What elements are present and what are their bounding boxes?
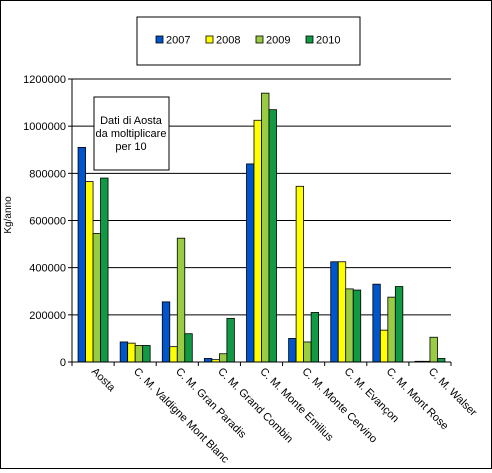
annotation-line-3: per 10: [115, 141, 146, 153]
legend: 2007 2008 2009 2010: [136, 16, 361, 66]
bar-2008-5: [295, 185, 305, 363]
annotation-box: Dati di Aosta da moltiplicare per 10: [93, 96, 170, 171]
bar-2010-2: [184, 333, 193, 363]
legend-box: [136, 16, 361, 66]
bar-2010-0: [100, 177, 109, 363]
bar-2007-3: [203, 358, 213, 363]
bar-2010-3: [226, 317, 235, 363]
bar-2008-4: [253, 119, 262, 363]
bar-2008-2: [169, 346, 178, 363]
y-tick-label: 400000: [29, 263, 66, 275]
bar-2009-3: [218, 353, 228, 363]
x-tick-label: C. M. Monte Emilius: [257, 366, 335, 444]
legend-swatch-2009: [255, 35, 264, 44]
bar-2009-5: [303, 341, 312, 363]
y-tick-label: 800000: [29, 168, 66, 180]
bar-2008-0: [85, 181, 94, 363]
bar-2010-8: [437, 358, 446, 363]
legend-label-2008: 2008: [216, 35, 240, 47]
legend-label-2007: 2007: [166, 35, 190, 47]
y-tick-label: 0: [60, 357, 66, 369]
bar-2007-2: [161, 301, 171, 363]
legend-swatch-2010: [305, 35, 314, 44]
y-tick-label: 1200000: [23, 74, 66, 86]
annotation-line-2: da moltiplicare: [96, 128, 167, 140]
legend-swatch-2008: [205, 35, 214, 44]
bar-2010-4: [268, 109, 277, 363]
bar-2008-6: [337, 261, 347, 363]
bar-2009-1: [134, 345, 144, 363]
x-tick-label: Aosta: [89, 366, 118, 395]
bar-2007-7: [372, 283, 381, 363]
bar-2009-7: [387, 296, 396, 363]
bar-2007-0: [77, 146, 86, 363]
bar-2010-5: [310, 312, 320, 363]
bar-2009-2: [176, 237, 186, 363]
bar-2009-0: [92, 233, 101, 363]
y-tick-label: 1000000: [23, 121, 66, 133]
x-tick-label: C. M. Grand Combin: [215, 366, 295, 446]
bar-2007-4: [246, 163, 255, 363]
bar-2007-5: [288, 338, 297, 363]
legend-swatch-2007: [155, 35, 164, 44]
plot-area: 0 200000 400000 600000 800000 1000000 1200000 A…: [23, 74, 479, 466]
bar-2009-6: [345, 288, 354, 363]
bar-2008-1: [127, 342, 136, 363]
bar-2010-7: [394, 286, 404, 363]
y-tick-label: 600000: [29, 216, 66, 228]
bar-2009-4: [261, 92, 270, 363]
bar-2010-1: [142, 345, 151, 363]
y-tick-label: 200000: [29, 310, 66, 322]
x-tick-label: C. M. Monte Cervino: [299, 366, 379, 446]
annotation-line-1: Dati di Aosta: [100, 115, 163, 127]
legend-label-2010: 2010: [316, 35, 340, 47]
y-axis-label: Kg/anno: [3, 196, 14, 234]
bar-2007-6: [330, 261, 339, 363]
bar-2009-8: [429, 336, 438, 363]
bar-2010-6: [352, 289, 362, 363]
bar-2008-7: [379, 329, 389, 363]
legend-label-2009: 2009: [266, 35, 290, 47]
x-tick-label: C. M. Gran Paradis: [173, 366, 248, 441]
bar-2007-1: [119, 341, 129, 363]
